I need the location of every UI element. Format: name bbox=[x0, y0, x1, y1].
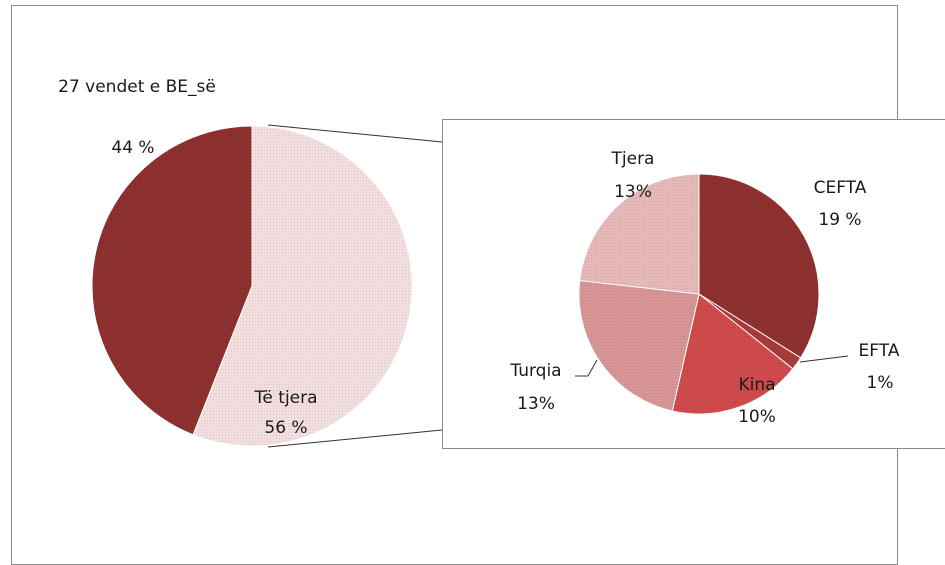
leader-line-efta bbox=[799, 355, 849, 363]
connector-line-top bbox=[267, 124, 443, 143]
slice-cefta-texture bbox=[699, 174, 820, 358]
slice-be-texture bbox=[91, 126, 252, 435]
slice-te-tjera-texture bbox=[193, 126, 412, 446]
slice-tjera-texture bbox=[579, 174, 699, 294]
label-efta: EFTA bbox=[859, 341, 900, 361]
leader-line-turqia bbox=[575, 359, 598, 377]
label-cefta: CEFTA bbox=[814, 178, 867, 198]
breakdown-pie bbox=[578, 173, 820, 415]
slice-kina-texture bbox=[672, 294, 793, 415]
main-pie bbox=[91, 125, 413, 447]
value-label-efta: 1% bbox=[867, 373, 894, 393]
connector-line-bottom bbox=[267, 429, 443, 448]
label-kina: Kina bbox=[738, 375, 775, 395]
value-label-turqia: 13% bbox=[517, 394, 555, 414]
slice-turqia-texture bbox=[579, 280, 699, 411]
value-label-te-tjera: 56 % bbox=[264, 418, 307, 438]
label-tjera: Tjera bbox=[611, 149, 655, 169]
label-te-tjera: Të tjera bbox=[253, 388, 317, 408]
value-label-kina: 10% bbox=[738, 407, 776, 427]
value-label-be: 44 % bbox=[111, 138, 154, 158]
value-label-tjera: 13% bbox=[614, 182, 652, 202]
label-turqia: Turqia bbox=[509, 361, 561, 381]
slice-efta-texture bbox=[699, 294, 801, 369]
value-label-cefta: 19 % bbox=[818, 210, 861, 230]
label-be: 27 vendet e BE_së bbox=[58, 77, 216, 97]
